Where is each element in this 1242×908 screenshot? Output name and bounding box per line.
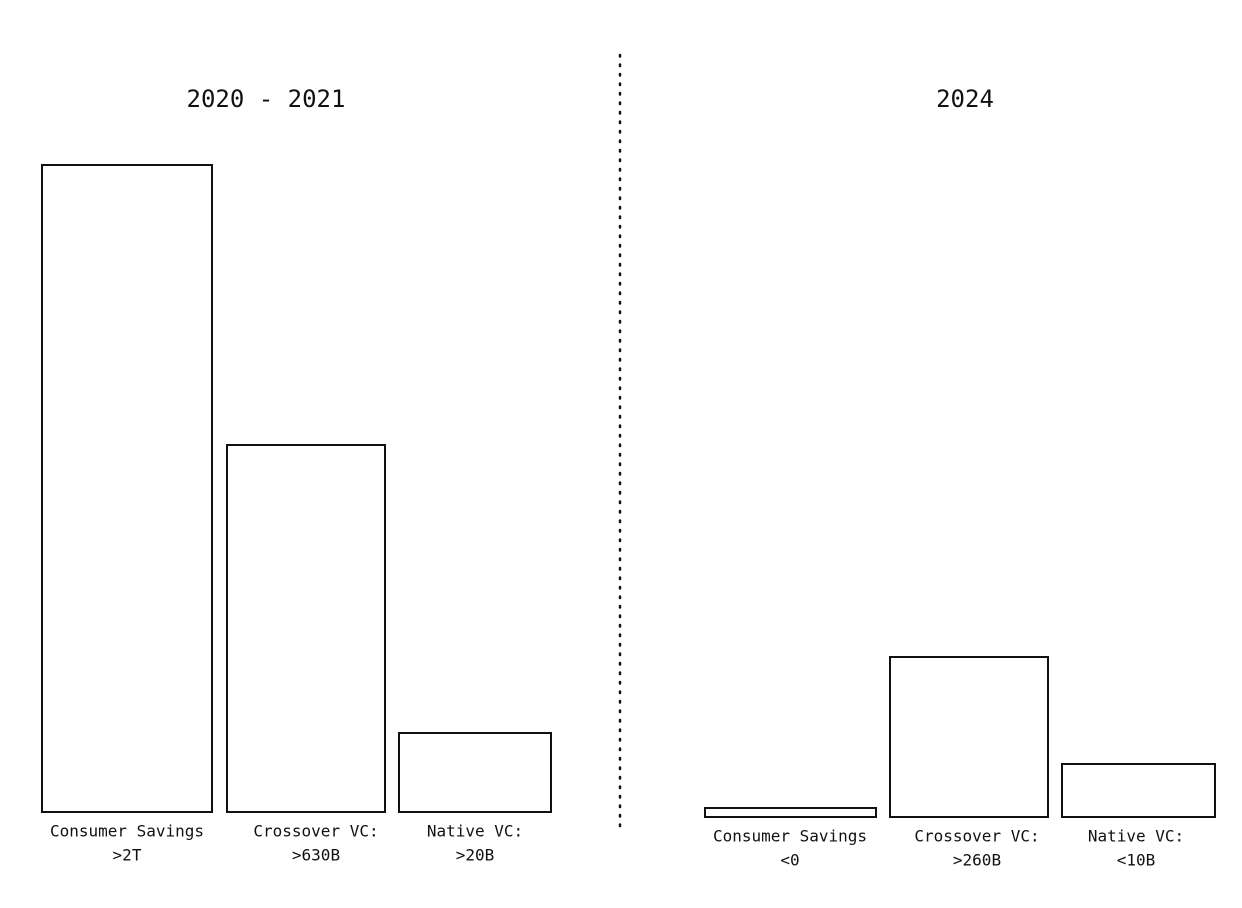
panel-title: 2020 - 2021 (187, 85, 346, 113)
bar-value-label: <0 (780, 851, 799, 870)
bar-label: Consumer Savings (713, 827, 867, 846)
bar-value-label: >630B (292, 846, 340, 865)
bar (226, 444, 386, 813)
bar-value-label: >260B (953, 851, 1001, 870)
bar-value-label: >2T (113, 846, 142, 865)
panel: 2024 Consumer Savings <0 Crossover VC: >… (704, 85, 1216, 870)
bar (889, 656, 1049, 818)
bar (398, 732, 552, 813)
bar (41, 164, 213, 813)
bar-label: Native VC: (1088, 827, 1184, 846)
bar-label: Crossover VC: (253, 822, 378, 841)
bar-label: Native VC: (427, 822, 523, 841)
bar-value-label: >20B (456, 846, 495, 865)
bar-label: Crossover VC: (914, 827, 1039, 846)
panel: 2020 - 2021 Consumer Savings >2T Crossov… (41, 85, 552, 865)
panel-title: 2024 (936, 85, 994, 113)
bar (704, 807, 877, 818)
bar (1061, 763, 1216, 818)
bar-label: Consumer Savings (50, 822, 204, 841)
bar-value-label: <10B (1117, 851, 1156, 870)
